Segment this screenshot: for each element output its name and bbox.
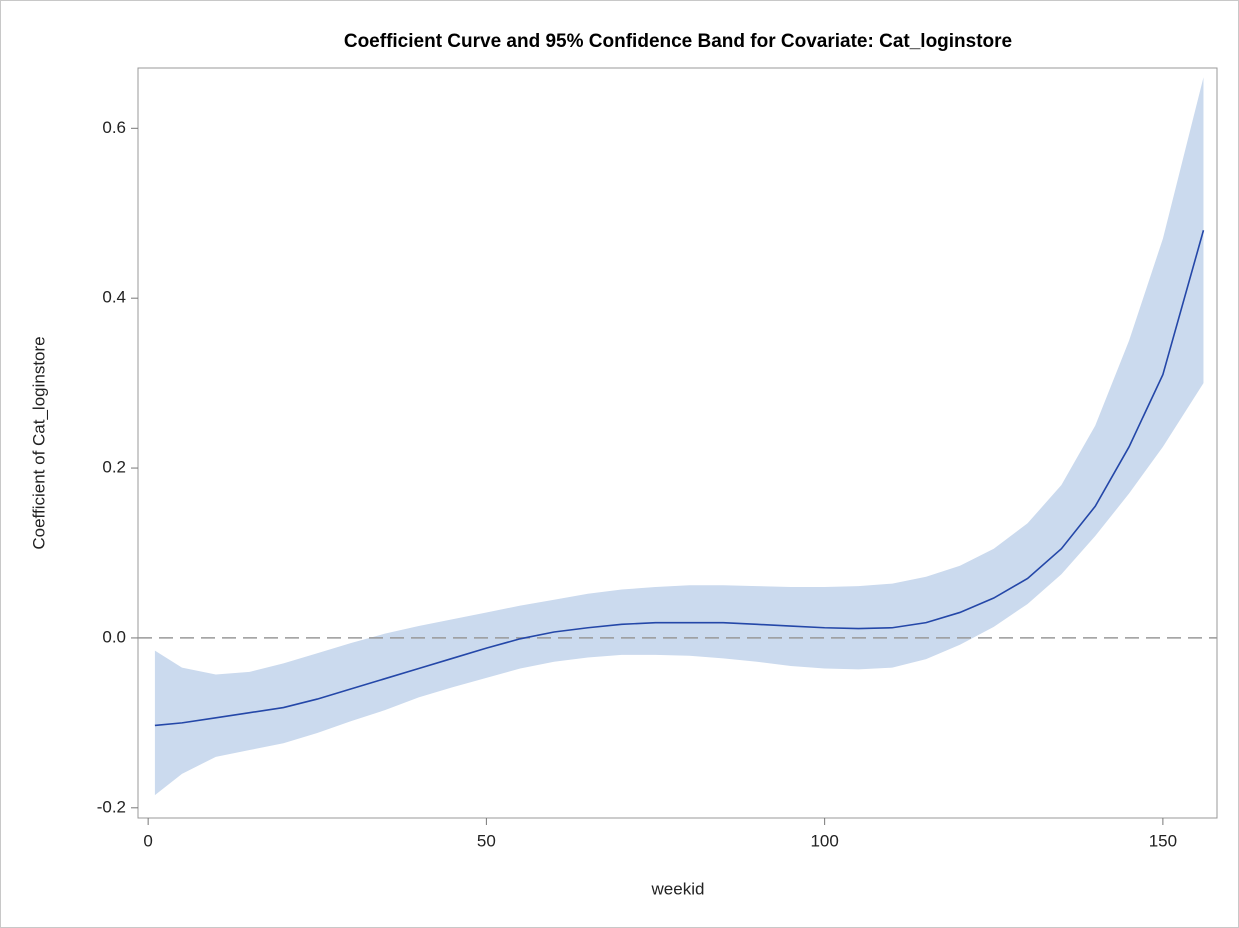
- y-tick-label: 0.2: [102, 458, 126, 477]
- y-tick-label: 0.6: [102, 118, 126, 137]
- x-tick-label: 150: [1149, 831, 1177, 850]
- x-tick-label: 0: [143, 831, 152, 850]
- confidence-band: [154, 77, 1204, 796]
- chart-title: Coefficient Curve and 95% Confidence Ban…: [344, 31, 1012, 52]
- y-tick-label: 0.4: [102, 288, 126, 307]
- x-tick-label: 100: [810, 831, 838, 850]
- coefficient-line: [154, 230, 1205, 727]
- y-axis-label: Coefficient of Cat_loginstore: [29, 336, 48, 549]
- plot-frame: [137, 67, 1218, 819]
- x-tick-label: 50: [477, 831, 496, 850]
- y-tick-label: -0.2: [97, 797, 126, 816]
- x-axis-label: weekid: [651, 879, 705, 898]
- y-tick-label: 0.0: [102, 627, 126, 646]
